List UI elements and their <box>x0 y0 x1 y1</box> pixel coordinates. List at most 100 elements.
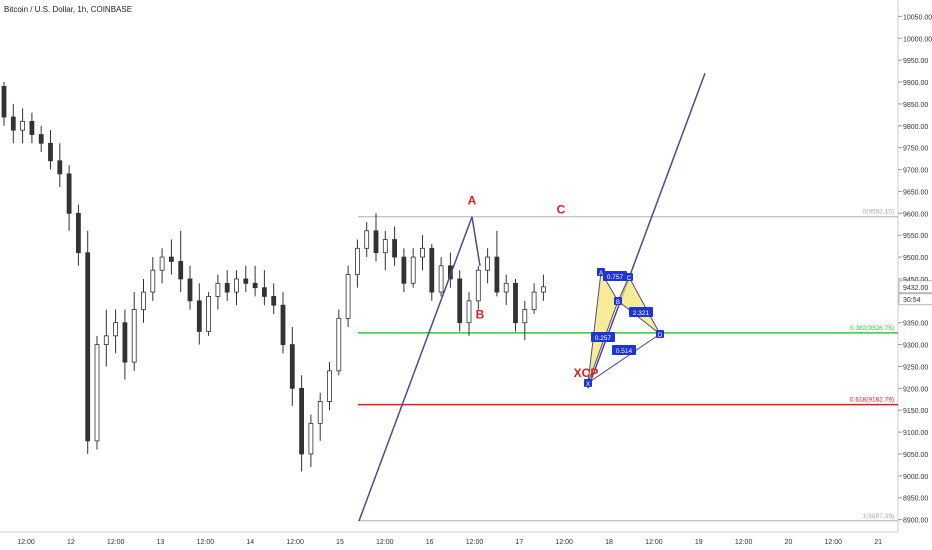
pattern-point-label: D <box>658 333 663 339</box>
candle-body <box>392 239 398 258</box>
ratio-box <box>603 271 627 281</box>
pattern-point-label: A <box>599 271 603 277</box>
candle-body <box>271 296 277 306</box>
chart-title: Bitcoin / U.S. Dollar, 1h, COINBASE <box>4 5 133 14</box>
y-tick-label: 9200.00 <box>903 386 928 393</box>
candle-body <box>401 256 407 284</box>
countdown-box <box>898 293 932 306</box>
x-tick-label: 16 <box>426 539 434 546</box>
y-tick-label: 9550.00 <box>903 233 928 240</box>
candle-body <box>187 278 193 302</box>
candle-body <box>224 282 230 293</box>
candle-body <box>475 269 481 302</box>
candle-body <box>141 291 146 310</box>
y-tick-label: 9850.00 <box>903 102 928 109</box>
y-tick-label: 8900.00 <box>903 518 928 525</box>
candle-body <box>503 282 509 293</box>
xcp-label: XCP <box>574 366 599 380</box>
candle-body <box>10 116 16 131</box>
candle-body <box>94 344 100 442</box>
x-tick-label: 12:00 <box>376 539 394 546</box>
candle-body <box>494 256 500 293</box>
candle-body <box>76 212 81 254</box>
y-tick-label: 9600.00 <box>903 211 928 218</box>
candle-body <box>103 335 109 345</box>
x-tick-label: 15 <box>336 539 344 546</box>
candle-body <box>122 322 128 363</box>
x-tick-label: 12:00 <box>197 539 215 546</box>
x-tick-label: 12:00 <box>17 539 35 546</box>
candle-body <box>168 256 174 262</box>
fib-level-label: 0.618(9162.79) <box>850 397 894 404</box>
candle-body <box>57 160 63 175</box>
x-tick-label: 12:00 <box>286 539 304 546</box>
candle-body <box>420 247 425 258</box>
candle-body <box>48 142 53 162</box>
y-tick-label: 9350.00 <box>903 321 928 328</box>
candle-body <box>373 230 379 254</box>
candle-body <box>447 265 453 280</box>
x-tick-label: 17 <box>515 539 523 546</box>
candle-body <box>364 230 370 249</box>
x-tick-label: 12:00 <box>645 539 663 546</box>
abc-label: A <box>468 194 477 208</box>
x-tick-label: 14 <box>246 539 254 546</box>
candle-body <box>131 309 137 363</box>
y-tick-label: 9750.00 <box>903 146 928 153</box>
x-tick-label: 12:00 <box>555 539 573 546</box>
candle-body <box>280 304 286 345</box>
y-tick-label: 9250.00 <box>903 364 928 371</box>
pattern-point-label: C <box>627 276 632 282</box>
fib-level-label: 1(8897.39) <box>863 513 894 520</box>
y-tick-label: 9800.00 <box>903 124 928 131</box>
candle-body <box>308 422 314 455</box>
candle-body <box>150 269 156 293</box>
y-tick-label: 9150.00 <box>903 408 928 415</box>
candle-body <box>38 134 44 144</box>
candle-body <box>531 291 537 310</box>
candle-body <box>159 256 165 271</box>
ratio-box <box>629 307 653 317</box>
abc-label: C <box>557 202 566 216</box>
candle-body <box>289 344 295 389</box>
candle-body <box>336 317 342 372</box>
pattern-point-box <box>584 379 592 387</box>
candle-body <box>345 274 351 319</box>
ratio-label: 0.757 <box>607 274 624 281</box>
pattern-point-box <box>656 330 664 338</box>
candle-body <box>243 278 249 284</box>
x-tick-label: 20 <box>785 539 793 546</box>
candle-body <box>429 247 435 293</box>
candle-body <box>178 261 184 280</box>
candle-body <box>457 278 463 324</box>
candle-body <box>522 309 528 324</box>
y-tick-label: 9450.00 <box>903 277 928 284</box>
candle-body <box>66 173 72 214</box>
bcd-triangle <box>617 275 661 335</box>
candle-body <box>541 286 546 293</box>
pattern-point-box <box>614 297 622 305</box>
candle-body <box>196 300 202 332</box>
candle-body <box>354 247 360 275</box>
pattern-point-label: X <box>586 382 590 388</box>
fib-level-label: 0.382(9326.75) <box>850 325 894 332</box>
candle-body <box>317 401 323 424</box>
countdown-readout: 30:54 <box>903 297 921 304</box>
ratio-label: 0.514 <box>616 348 633 355</box>
x-tick-label: 12:00 <box>825 539 843 546</box>
candle-body <box>113 322 118 337</box>
ratio-label: 2.321 <box>633 310 650 317</box>
x-tick-label: 13 <box>157 539 165 546</box>
candle-body <box>20 121 26 131</box>
price-readout-box <box>898 280 932 294</box>
trendline-ab <box>471 216 481 266</box>
y-tick-label: 9500.00 <box>903 255 928 262</box>
y-tick-label: 10000.00 <box>903 36 932 43</box>
x-tick-label: 12:00 <box>107 539 125 546</box>
trendline-up <box>358 216 473 522</box>
y-tick-label: 9050.00 <box>903 452 928 459</box>
ratio-box <box>612 345 636 355</box>
abc-label: B <box>476 307 485 321</box>
y-tick-label: 10050.00 <box>903 14 932 21</box>
